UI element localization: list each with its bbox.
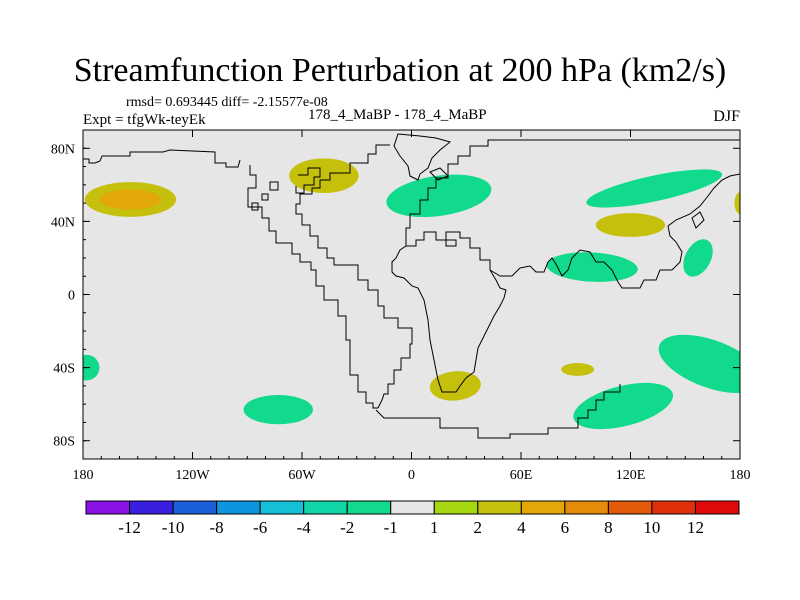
season-label: DJF [713, 108, 740, 125]
colorbar-box [694, 500, 740, 515]
colorbar-box [390, 500, 435, 515]
y-tick-label: 80N [51, 142, 75, 157]
anomaly-europe-negative [386, 174, 492, 218]
coastline-americas-east [295, 144, 413, 409]
colorbar-label: 6 [561, 518, 570, 537]
colorbar-label: 4 [517, 518, 526, 537]
experiment-label: Expt = tfgWk-teyEk [83, 112, 206, 128]
colorbar-label: 1 [430, 518, 439, 537]
coastline-caspian [445, 239, 457, 247]
x-tick-label: 60E [510, 468, 533, 483]
colorbar-box [172, 500, 218, 515]
anomaly-south-america-negative [243, 395, 313, 425]
x-tick-label: 120W [175, 468, 210, 483]
colorbar-box [520, 500, 566, 515]
coastline-greenland [393, 133, 452, 181]
anomaly-south-pacific-negative [658, 334, 740, 394]
colorbar-label: -4 [297, 518, 312, 537]
colorbar-label: -10 [162, 518, 185, 537]
colorbar-box [433, 500, 479, 515]
colorbar-label: -8 [210, 518, 224, 537]
colorbar-label: 8 [604, 518, 613, 537]
colorbar-box [303, 500, 348, 515]
coastline-arabia-india [489, 173, 740, 289]
x-tick-label: 180 [730, 468, 751, 483]
colorbar-label: 12 [687, 518, 704, 537]
coastline-africa [391, 245, 507, 393]
colorbar-box [129, 500, 174, 515]
anomaly-south-atlantic-positive [429, 371, 481, 401]
coastline-arctic-islands [251, 181, 279, 211]
coastline-antarctica [375, 384, 621, 439]
anomaly-contours [83, 158, 740, 430]
case-comparison-label: 178_4_MaBP - 178_4_MaBP [308, 107, 487, 123]
chart-title: Streamfunction Perturbation at 200 hPa (… [73, 52, 727, 89]
colorbar-box [564, 500, 609, 515]
y-tick-label: 80S [53, 435, 75, 450]
coastline-americas-west [247, 165, 378, 409]
anomaly-asia-positive [595, 213, 666, 237]
colorbar-label: -6 [253, 518, 267, 537]
colorbar-box [651, 500, 696, 515]
coastlines [83, 133, 740, 439]
coastline-north-america [83, 149, 241, 168]
colorbar-label: 10 [643, 518, 660, 537]
coastline-europe-west [405, 187, 491, 270]
coastline-japan [691, 211, 705, 229]
y-tick-label: 40S [53, 362, 75, 377]
colorbar-label: -2 [340, 518, 354, 537]
x-tick-label: 120E [616, 468, 646, 483]
anomaly-east-atlantic-positive [734, 192, 740, 215]
colorbar-box [607, 500, 653, 515]
x-tick-label: 180 [73, 468, 94, 483]
colorbar-label: -12 [118, 518, 141, 537]
colorbar: -12 -10 -8 -6 -4 -2 -1 1 2 4 6 8 10 12 [85, 500, 740, 537]
colorbar-box [346, 500, 392, 515]
anomaly-west-pacific-negative [683, 239, 713, 277]
colorbar-box [85, 500, 131, 515]
x-tick-label: 60W [288, 468, 316, 483]
anomaly-south-pacific-east-negative [83, 354, 100, 381]
anomaly-indian-ocean-positive [561, 363, 594, 376]
y-tick-label: 0 [68, 289, 75, 304]
anomaly-north-pacific-positive-core [99, 189, 162, 210]
anomaly-east-asia-negative [546, 252, 638, 282]
x-tick-label: 0 [408, 468, 415, 483]
coastline-baltic [429, 167, 449, 181]
colorbar-box [216, 500, 261, 515]
colorbar-label: -1 [384, 518, 398, 537]
colorbar-box [477, 500, 522, 515]
colorbar-label: 2 [474, 518, 483, 537]
anomaly-australia-south-negative [573, 382, 674, 430]
colorbar-box [259, 500, 305, 515]
anomaly-north-america-positive [289, 158, 359, 194]
rmsd-diff-stats: rmsd= 0.693445 diff= -2.15577e-08 [126, 95, 328, 110]
y-tick-label: 40N [51, 215, 75, 230]
coastline-hudson-bay [295, 167, 321, 194]
anomaly-north-pacific-west-negative [586, 169, 723, 208]
axes: 180 120W 60W 0 60E 120E 180 80N 40N 0 40S 80S [51, 129, 751, 483]
